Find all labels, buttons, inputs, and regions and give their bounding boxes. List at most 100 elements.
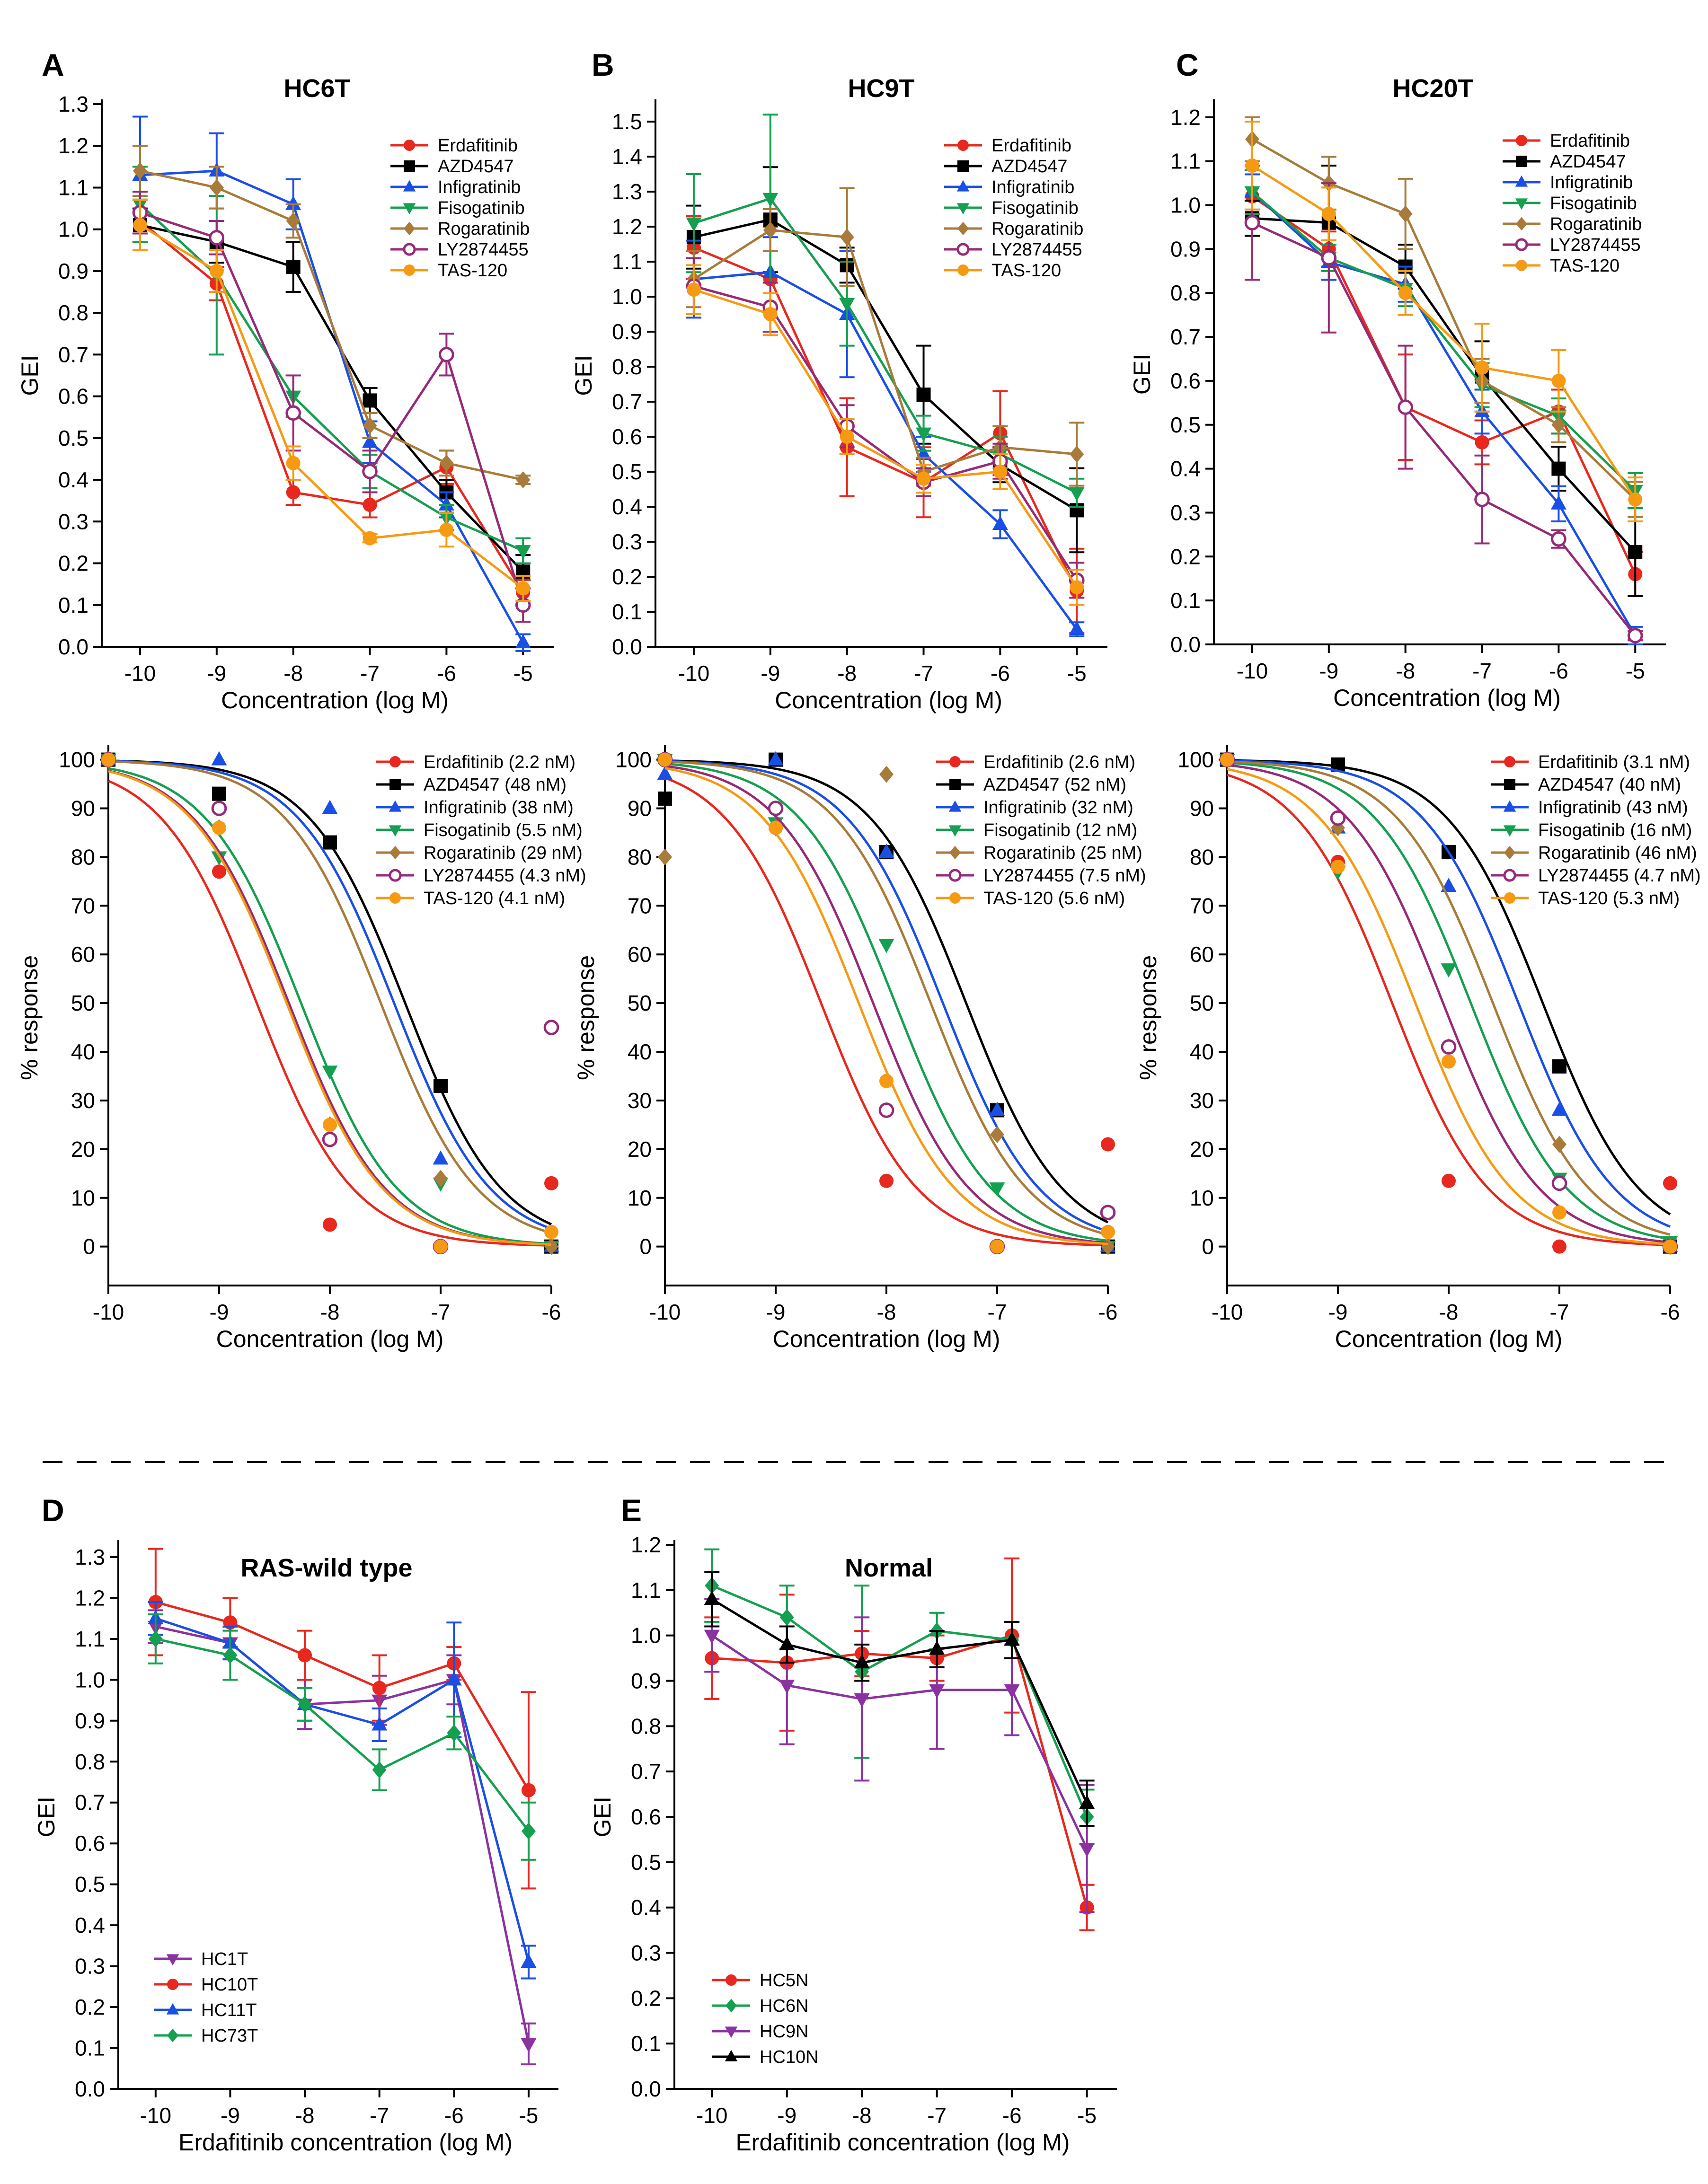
y-axis-label: GEI	[17, 355, 43, 396]
series-line	[155, 1601, 530, 1791]
data-point	[1552, 1205, 1566, 1220]
data-point	[1398, 399, 1413, 415]
legend-label: Erdafitinib	[438, 136, 518, 156]
y-tick-label: 0.2	[612, 564, 642, 589]
legend-marker	[1503, 800, 1516, 812]
legend-marker	[389, 825, 402, 837]
chart-title: Normal	[845, 1554, 933, 1582]
legend-marker	[1504, 845, 1515, 860]
x-tick-label: -8	[837, 661, 857, 686]
x-tick-label: -10	[678, 661, 709, 686]
legend: Erdafitinib (2.2 nM) AZD4547 (48 nM) Infig…	[376, 752, 586, 908]
legend-label: Erdafitinib	[1550, 131, 1630, 151]
data-point	[878, 939, 894, 953]
legend-item-ly2874455: LY2874455	[944, 240, 1082, 260]
legend-item-azd4547: AZD4547	[944, 157, 1068, 176]
y-tick-label: 0.9	[75, 1708, 105, 1733]
x-tick-label: -6	[542, 1300, 561, 1324]
x-tick-label: -7	[1550, 1300, 1569, 1324]
legend-marker	[1516, 156, 1527, 167]
data-point	[1550, 495, 1566, 510]
series-hc5n	[704, 1557, 1095, 1931]
legend-item-hc5n: HC5N	[712, 1971, 808, 1990]
y-axis-label: % response	[16, 955, 43, 1080]
data-point	[1331, 859, 1345, 874]
legend-label: Rogaratinib	[438, 219, 530, 239]
series-line	[140, 169, 523, 481]
x-tick-label: -9	[1328, 1300, 1348, 1324]
data-point	[990, 1126, 1004, 1143]
data-point	[1552, 1059, 1566, 1074]
legend-marker	[389, 869, 402, 882]
legend-marker	[389, 756, 401, 767]
y-tick-label: 20	[71, 1137, 95, 1162]
data-point	[372, 1681, 387, 1695]
series-hc9n	[704, 1598, 1095, 1913]
series-tas-120	[1244, 121, 1643, 523]
series-hc73t	[148, 1613, 536, 1861]
data-point	[768, 751, 784, 766]
data-point	[447, 1724, 461, 1742]
chart-ras-wt-gei: 0.0 0.1 0.2 0.3 0.4 0.5 0.6 0.7 0.8 0.9 1.0 1.1 1.2 1…	[33, 1540, 558, 2156]
legend: ErdafitinibAZD4547InfigratinibFisogatini…	[1503, 131, 1642, 276]
legend-item-hc11t: HC11T	[154, 2000, 257, 2020]
legend-marker	[957, 140, 969, 151]
x-tick-label: -8	[1439, 1300, 1459, 1324]
y-tick-label: 1.2	[631, 1532, 661, 1557]
data-point	[1069, 487, 1085, 502]
legend-marker	[957, 264, 969, 276]
fit-curve	[1227, 774, 1671, 1246]
legend-item-fisogatinib: Fisogatinib	[1503, 194, 1637, 213]
legend-marker	[1516, 135, 1527, 146]
legend-item-erdafitinib: Erdafitinib	[944, 136, 1071, 156]
data-point	[686, 282, 701, 297]
fit-curve	[664, 760, 1108, 1233]
legend-label: HC5N	[760, 1971, 808, 1990]
y-tick-label: 1.0	[1170, 193, 1201, 218]
legend-item-hc6n: HC6N	[712, 1996, 808, 2016]
legend-marker	[1515, 175, 1528, 187]
charts-layer: 0.0 0.1 0.2 0.3 0.4 0.5 0.6 0.7 0.8 0.9 1.0 1.1 1.2 1…	[16, 74, 1701, 2156]
x-tick-label: -6	[1661, 1300, 1680, 1324]
legend-item-fisogatinib: Fisogatinib	[944, 198, 1079, 218]
data-point	[323, 1118, 337, 1132]
legend: HC5N HC6N HC9N HC10N	[712, 1971, 819, 2067]
legend-item-infigratinib: Infigratinib	[944, 177, 1074, 197]
data-point	[212, 786, 226, 801]
data-point	[658, 791, 672, 806]
legend-item-rogaratinib: Rogaratinib	[390, 219, 530, 239]
legend-marker	[404, 264, 415, 276]
data-point	[1441, 963, 1457, 978]
legend-marker	[403, 243, 416, 256]
data-point	[1442, 1173, 1456, 1188]
data-point	[1627, 628, 1643, 643]
legend-label: Infigratinib	[991, 177, 1074, 197]
legend-marker	[167, 1979, 178, 1990]
legend-label: Erdafitinib	[991, 136, 1071, 156]
x-tick-label: -6	[437, 661, 456, 686]
y-tick-label: 0.1	[612, 599, 642, 624]
series-line	[1251, 164, 1637, 500]
y-tick-label: 0.8	[631, 1714, 661, 1738]
y-tick-label: 0.0	[75, 2077, 105, 2101]
data-point	[286, 212, 301, 230]
data-point	[446, 1671, 462, 1686]
x-tick-label: -7	[431, 1300, 451, 1324]
data-point	[763, 221, 778, 239]
series-ly2874455	[1244, 164, 1643, 643]
data-point	[1069, 621, 1085, 635]
legend-item-hc73t: HC73T	[154, 2026, 258, 2046]
y-tick-label: 0.3	[58, 509, 88, 534]
x-tick-label: -5	[1067, 661, 1087, 686]
data-point	[879, 1074, 894, 1088]
chart-normal-gei: 0.0 0.1 0.2 0.3 0.4 0.5 0.6 0.7 0.8 0.9 1.0 1.1 1.2 -…	[589, 1532, 1117, 2156]
data-point	[779, 1680, 795, 1694]
data-point	[286, 260, 301, 274]
data-point	[515, 634, 531, 649]
data-point	[879, 766, 894, 783]
data-point	[840, 430, 854, 444]
data-point	[989, 1101, 1005, 1116]
legend-label: TAS-120	[1550, 256, 1620, 276]
legend-label: LY2874455 (7.5 nM)	[983, 866, 1146, 886]
